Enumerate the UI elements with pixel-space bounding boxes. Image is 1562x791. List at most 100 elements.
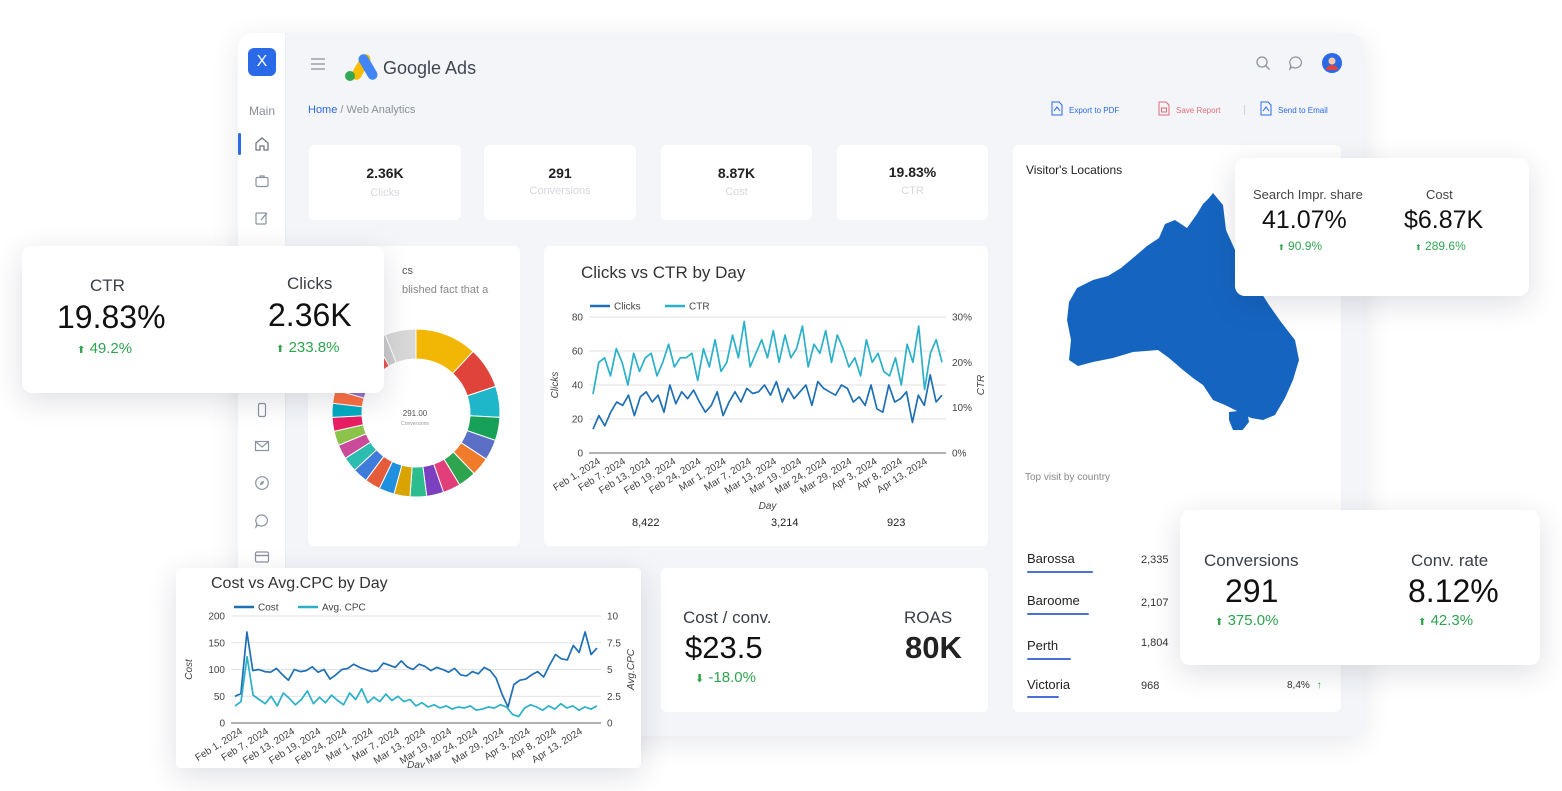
- conversions-float-card: Conversions 291 ⬆ 375.0% Conv. rate 8.12…: [1180, 510, 1540, 665]
- app-logo[interactable]: X: [248, 48, 276, 76]
- email-file-icon: [1260, 101, 1272, 116]
- clicks-delta: ⬆ 233.8%: [276, 339, 340, 356]
- send-email-button[interactable]: Send to Email: [1260, 101, 1328, 116]
- y2-axis-label: CTR: [976, 375, 987, 396]
- x-axis-label: Day: [407, 760, 426, 768]
- search-icon[interactable]: [1255, 55, 1271, 71]
- cost-conv-value: $23.5: [685, 630, 763, 665]
- arrow-down-icon: ⬇: [695, 673, 705, 685]
- y2-tick-label: 0: [607, 719, 613, 730]
- arrow-up-icon: ⬆: [77, 345, 86, 356]
- y-axis-label: Clicks: [550, 372, 561, 399]
- y-tick-label: 100: [208, 665, 225, 676]
- kpi-card-conversions: 291 Conversions: [484, 145, 636, 220]
- sidebar-active-indicator: [238, 133, 241, 155]
- mobile-icon[interactable]: [252, 400, 272, 420]
- location-name[interactable]: Barossa: [1027, 551, 1075, 566]
- location-value: 1,804: [1141, 637, 1169, 649]
- location-bar: [1027, 696, 1059, 698]
- conv-rate-delta: ⬆ 42.3%: [1418, 612, 1474, 629]
- location-bar: [1027, 658, 1071, 660]
- location-value: 2,107: [1141, 597, 1169, 609]
- y2-tick-label: 0%: [952, 449, 967, 460]
- save-report-button[interactable]: Save Report: [1158, 101, 1220, 116]
- locations-title: Visitor's Locations: [1026, 163, 1123, 177]
- compass-icon[interactable]: [252, 473, 272, 493]
- location-name[interactable]: Victoria: [1027, 677, 1071, 692]
- kpi-label: CTR: [901, 185, 924, 197]
- y-tick-label: 150: [208, 638, 225, 649]
- clicks-ctr-card: Clicks vs CTR by Day 0 20 40 60 80 0% 10% 20% 30…: [544, 246, 988, 546]
- menu-icon[interactable]: [310, 57, 326, 71]
- roas-value: 80K: [905, 630, 962, 665]
- ctr-value: 19.83%: [57, 299, 166, 335]
- action-divider: [1244, 105, 1245, 115]
- donut-center-label: Conversions: [401, 421, 429, 427]
- legend-label: Cost: [258, 603, 279, 614]
- export-pdf-button[interactable]: Export to PDF: [1051, 101, 1119, 116]
- arrow-up-icon: ⬆: [276, 344, 285, 355]
- cost-conv-delta: ⬇ -18.0%: [695, 669, 756, 686]
- google-ads-logo: [342, 51, 380, 83]
- location-name[interactable]: Perth: [1027, 638, 1059, 653]
- mail-icon[interactable]: [252, 436, 272, 456]
- breadcrumb: Home / Web Analytics: [308, 104, 415, 116]
- donut-slice: [384, 328, 417, 364]
- clicks-value: 2.36K: [268, 297, 352, 333]
- location-percent: 8,4% ↑: [1287, 680, 1322, 691]
- location-bar: [1027, 613, 1089, 615]
- kpi-card-clicks: 2.36K Clicks: [309, 145, 461, 220]
- user-avatar[interactable]: [1322, 53, 1342, 73]
- briefcase-icon[interactable]: [252, 171, 272, 191]
- y-tick-label: 200: [208, 612, 225, 623]
- y-tick-label: 0: [219, 719, 225, 730]
- locations-subtitle: Top visit by country: [1025, 472, 1111, 483]
- kpi-label: Clicks: [370, 187, 400, 199]
- arrow-up-icon: ⬆: [1415, 243, 1422, 252]
- kpi-label: Cost: [725, 186, 748, 198]
- chat-icon[interactable]: [252, 511, 272, 531]
- kpi-value: 291: [548, 165, 572, 181]
- impr-cost-float-card: Search Impr. share 41.07% ⬆ 90.9% Cost $…: [1235, 158, 1529, 296]
- arrow-up-icon: ↑: [1316, 680, 1322, 691]
- location-value: 968: [1141, 680, 1160, 692]
- legend-label: Avg. CPC: [322, 603, 366, 614]
- donut-card-title-fragment: cs: [402, 265, 413, 277]
- series-line-ctr: [592, 320, 943, 395]
- kpi-value: 19.83%: [888, 164, 937, 180]
- cost-cpc-title: Cost vs Avg.CPC by Day: [211, 575, 388, 592]
- series-line-cost: [234, 631, 598, 708]
- ctr-clicks-float-card: CTR 19.83% ⬆ 49.2% Clicks 2.36K ⬆ 233.8%: [22, 246, 384, 393]
- cost-label: Cost: [1426, 187, 1453, 202]
- y-axis-label: Cost: [184, 658, 195, 680]
- kpi-value: 2.36K: [366, 165, 404, 181]
- report-file-icon: [1158, 101, 1170, 116]
- cost-conv-roas-card: Cost / conv. $23.5 ⬇ -18.0% ROAS 80K: [661, 568, 988, 712]
- edit-icon[interactable]: [252, 208, 272, 228]
- y2-tick-label: 10: [607, 612, 619, 623]
- conversions-value: 291: [1225, 573, 1279, 609]
- location-name[interactable]: Baroome: [1027, 593, 1080, 608]
- location-bar: [1027, 571, 1093, 573]
- pdf-file-icon: [1051, 101, 1063, 116]
- y-tick-label: 80: [572, 313, 584, 324]
- notification-chat-icon[interactable]: [1288, 55, 1304, 71]
- home-icon[interactable]: [252, 134, 272, 154]
- sidebar-section-label: Main: [248, 104, 275, 118]
- series-line-clicks: [592, 373, 943, 430]
- y2-axis-label: Avg.CPC: [626, 648, 637, 691]
- impr-share-label: Search Impr. share: [1253, 187, 1363, 202]
- kpi-label: Conversions: [529, 185, 591, 197]
- breadcrumb-home-link[interactable]: Home: [308, 104, 338, 116]
- ctr-label: CTR: [90, 276, 125, 295]
- impr-share-value: 41.07%: [1262, 206, 1347, 234]
- credit-card-icon[interactable]: [252, 547, 272, 567]
- conversions-delta: ⬆ 375.0%: [1215, 612, 1279, 629]
- cost-cpc-float-card: Cost vs Avg.CPC by Day 0 50 100 150 200 0 2.5 5…: [176, 568, 641, 768]
- export-pdf-label: Export to PDF: [1069, 106, 1120, 115]
- y2-tick-label: 7.5: [607, 638, 621, 649]
- series-line-avg-cpc: [234, 655, 598, 718]
- cost-conv-label: Cost / conv.: [683, 608, 772, 627]
